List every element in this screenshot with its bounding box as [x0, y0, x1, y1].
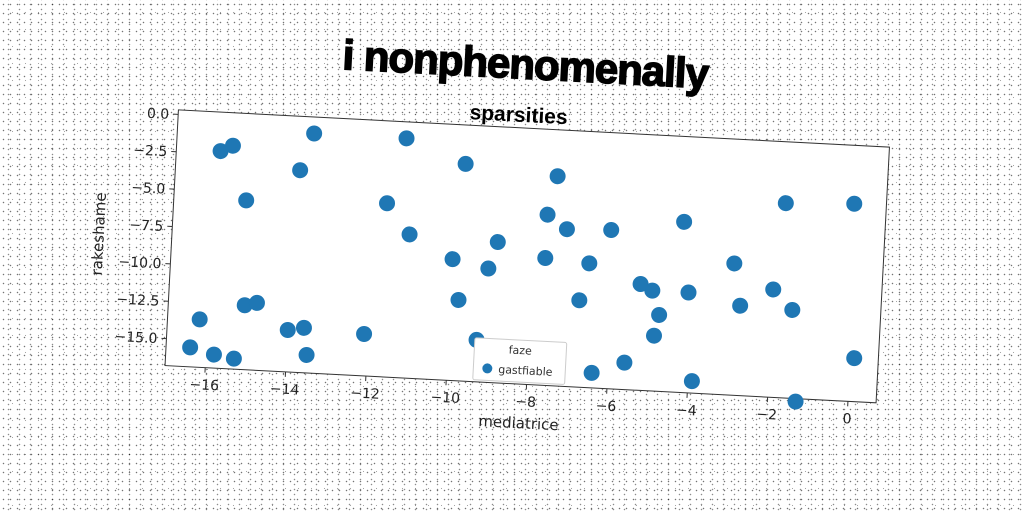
scatter-point: [292, 162, 309, 179]
y-axis-label: rakeshame: [88, 192, 110, 276]
scatter-point: [646, 327, 663, 344]
scatter-point: [787, 393, 804, 410]
x-tick-label: −8: [515, 394, 536, 411]
scatter-point: [632, 276, 649, 293]
y-tick-label: −7.5: [129, 217, 164, 235]
y-tick-label: −12.5: [116, 292, 160, 310]
scatter-point: [777, 195, 794, 212]
x-tick-label: −10: [430, 389, 460, 407]
scatter-point: [489, 234, 506, 251]
scatter-point: [558, 221, 575, 238]
scatter-point: [676, 213, 693, 230]
scatter-point: [651, 306, 668, 323]
scatter-point: [846, 195, 863, 212]
scatter-point: [401, 226, 418, 243]
scatter-point: [379, 195, 396, 212]
scatter-point: [191, 311, 208, 328]
scatter-point: [581, 255, 598, 272]
scatter-point: [224, 137, 241, 154]
scatter-point: [539, 206, 556, 223]
scatter-point: [238, 192, 255, 209]
x-tick-label: −6: [595, 398, 617, 415]
scatter-point: [212, 143, 229, 160]
data-points: [182, 125, 863, 410]
y-tick-label: 0.0: [147, 106, 170, 123]
scatter-point: [549, 168, 566, 185]
x-axis-label: mediatrice: [478, 412, 559, 434]
scatter-point: [583, 364, 600, 381]
scatter-point: [732, 297, 749, 314]
scatter-point: [603, 222, 620, 239]
scatter-point: [236, 297, 253, 314]
legend-title: faze: [508, 344, 532, 358]
scatter-point: [784, 301, 801, 318]
scatter-point: [480, 260, 497, 277]
scatter-point: [356, 325, 373, 342]
scatter-point: [225, 350, 242, 367]
x-tick-label: −2: [756, 407, 777, 424]
scatter-point: [298, 346, 315, 363]
plot-group: sparsities −16 −14 −12 −10 −8 −6 −4 −2 00.0−2.5−…: [88, 101, 890, 434]
scatter-point: [680, 284, 697, 301]
y-tick-label: −5.0: [131, 180, 166, 198]
y-tick-label: −15.0: [114, 329, 158, 347]
y-tick-label: −2.5: [133, 143, 168, 161]
scatter-point: [279, 321, 296, 338]
scatter-point: [450, 291, 467, 308]
x-tick-label: −14: [269, 381, 299, 399]
scatter-point: [248, 294, 265, 311]
scatter-point: [765, 281, 782, 298]
y-tick-label: −10.0: [118, 254, 162, 272]
scatter-point: [182, 339, 199, 356]
x-tick-label: 0: [842, 411, 852, 427]
scatter-point: [571, 292, 588, 309]
scatter-point: [295, 319, 312, 336]
x-tick-label: −4: [676, 402, 698, 419]
plot-frame: [164, 109, 890, 404]
scatter-point: [726, 255, 743, 272]
x-tick-label: −12: [350, 385, 380, 403]
scatter-point: [205, 346, 222, 363]
x-tick-label: −16: [189, 377, 219, 395]
chart-title: sparsities: [469, 101, 568, 129]
legend-label: gastfiable: [498, 363, 553, 379]
legend-marker: [482, 363, 493, 374]
scatter-point: [846, 350, 863, 367]
scatter-point: [306, 125, 323, 142]
legend: faze gastfiable: [472, 337, 568, 385]
scatter-point: [644, 282, 661, 299]
legend-box: [472, 337, 568, 385]
scatter-point: [537, 250, 554, 267]
axis-ticks: −16 −14 −12 −10 −8 −6 −4 −2 0 0.0 −2.5 −5.0 −7.5 −10.…: [114, 106, 852, 428]
scatter-point: [683, 373, 700, 390]
scatter-point: [457, 155, 474, 172]
scatter-point: [444, 251, 461, 268]
scatter-point: [398, 130, 415, 147]
scatter-point: [616, 354, 633, 371]
